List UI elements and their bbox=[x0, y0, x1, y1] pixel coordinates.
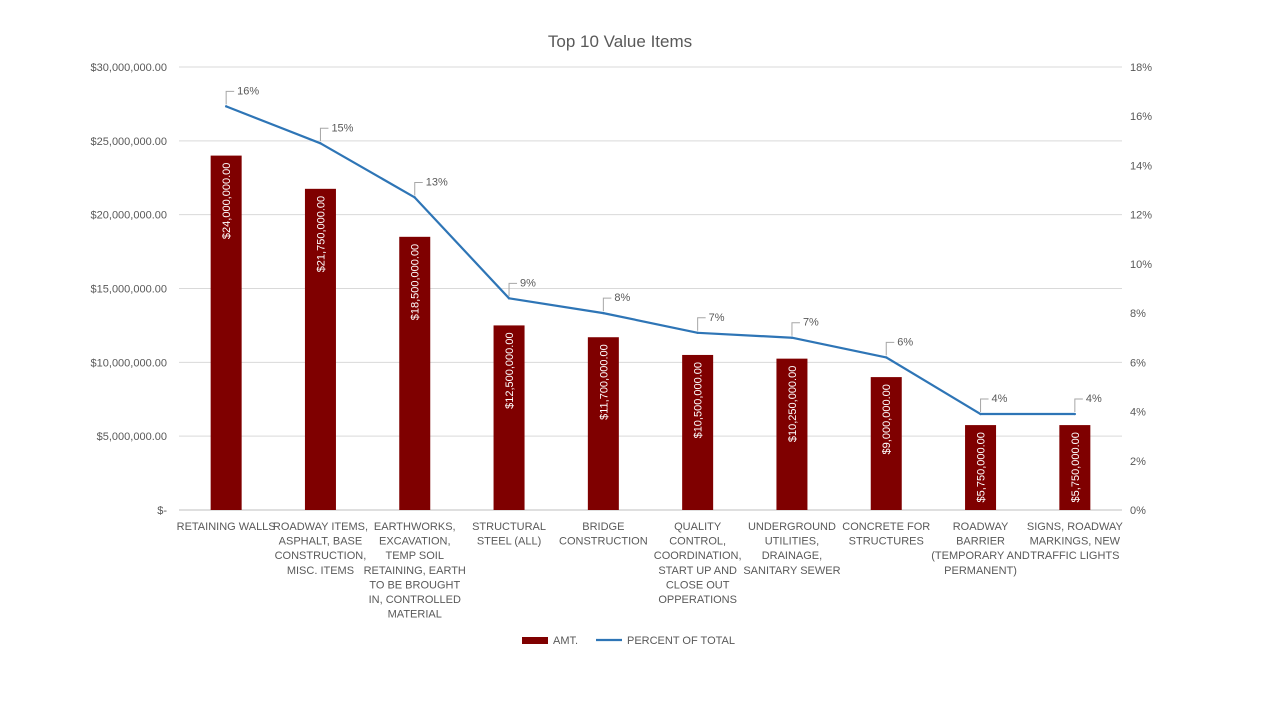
y-right-tick-label: 4% bbox=[1130, 407, 1146, 419]
line-data-label: 13% bbox=[426, 176, 448, 188]
y-left-tick-label: $30,000,000.00 bbox=[91, 62, 167, 74]
gridlines bbox=[179, 66, 1122, 511]
bar bbox=[870, 377, 902, 510]
bar-data-label: $5,750,000.00 bbox=[976, 432, 988, 502]
x-tick-label: SIGNS, ROADWAY MARKINGS, NEW TRAFFIC LIGHT… bbox=[1027, 521, 1124, 562]
bar-data-label: $9,000,000.00 bbox=[881, 384, 893, 454]
y-left-tick-label: $10,000,000.00 bbox=[91, 357, 167, 369]
bar bbox=[965, 425, 997, 510]
y-right-tick-label: 6% bbox=[1130, 357, 1146, 369]
line-point bbox=[1073, 412, 1077, 416]
y-left-tick-label: $- bbox=[157, 505, 167, 517]
leader-line bbox=[414, 181, 423, 196]
legend-swatch-amt bbox=[522, 637, 548, 644]
y-right-tick-label: 10% bbox=[1130, 259, 1152, 271]
line-point bbox=[696, 331, 699, 334]
leader-line bbox=[980, 398, 989, 413]
chart-title: Top 10 Value Items bbox=[548, 32, 692, 51]
line-data-label: 4% bbox=[1086, 393, 1102, 405]
bar bbox=[399, 236, 431, 511]
bar bbox=[493, 325, 525, 510]
y-right-tick-label: 12% bbox=[1130, 210, 1152, 222]
line-point bbox=[885, 356, 888, 359]
line-data-label: 16% bbox=[237, 85, 259, 97]
y-right-tick-label: 8% bbox=[1130, 308, 1146, 320]
leader-line bbox=[697, 317, 706, 331]
y-right-tick-label: 18% bbox=[1130, 62, 1152, 74]
line-data-label: 7% bbox=[803, 317, 819, 329]
bar bbox=[1059, 425, 1091, 510]
x-tick-label: UNDERGROUND UTILITIES, DRAINAGE, SANITARY S… bbox=[743, 521, 840, 577]
y-left-tick-label: $5,000,000.00 bbox=[97, 431, 167, 443]
line-series bbox=[224, 105, 1077, 416]
leader-line bbox=[602, 297, 612, 312]
line-data-label: 15% bbox=[331, 122, 353, 134]
line-data-label: 8% bbox=[614, 292, 630, 304]
x-tick-label: QUALITY CONTROL, COORDINATION, START UP AND… bbox=[654, 521, 742, 606]
bar-data-label: $21,750,000.00 bbox=[315, 196, 327, 272]
legend-label-amt: AMT. bbox=[553, 635, 578, 647]
y-right-tick-label: 2% bbox=[1130, 456, 1146, 468]
bar-data-label: $12,500,000.00 bbox=[504, 332, 516, 408]
line-data-label: 4% bbox=[992, 393, 1008, 405]
bar bbox=[776, 358, 808, 510]
bar-data-label: $10,250,000.00 bbox=[787, 366, 799, 442]
line-point bbox=[790, 336, 794, 339]
leader-line bbox=[508, 282, 518, 297]
bar bbox=[682, 354, 714, 510]
line-point bbox=[602, 311, 605, 315]
x-tick-label: ROADWAY ITEMS, ASPHALT, BASE CONSTRUCTION,… bbox=[273, 521, 368, 577]
line-point bbox=[224, 105, 228, 108]
y-right-tick-label: 14% bbox=[1130, 160, 1152, 172]
line-point bbox=[507, 297, 511, 300]
legend-label-percent: PERCENT OF TOTAL bbox=[627, 635, 735, 647]
line-point bbox=[413, 196, 416, 199]
bar-data-label: $10,500,000.00 bbox=[693, 362, 705, 438]
line-data-label: 9% bbox=[520, 277, 536, 289]
x-tick-label: RETAINING WALLS bbox=[177, 521, 276, 533]
line-data-labels: 16% 15% 13% 9% 8% 7% 7% 6% 4% 4% bbox=[225, 85, 1102, 413]
bar-data-label: $18,500,000.00 bbox=[410, 244, 422, 320]
line-point bbox=[979, 412, 982, 416]
bar-series bbox=[210, 155, 1091, 511]
bar-data-labels: $24,000,000.00 $21,750,000.00 $18,500,000.… bbox=[221, 163, 1082, 503]
leader-line bbox=[791, 322, 800, 336]
bar-data-label: $11,700,000.00 bbox=[598, 344, 610, 420]
y-left-tick-label: $25,000,000.00 bbox=[91, 136, 167, 148]
x-tick-label: ROADWAY BARRIER (TEMPORARY AND PERMANENT) bbox=[931, 521, 1030, 577]
y-left-tick-label: $15,000,000.00 bbox=[91, 284, 167, 296]
x-tick-label: CONCRETE FOR STRUCTURES bbox=[842, 521, 930, 548]
bar-data-label: $5,750,000.00 bbox=[1070, 432, 1082, 502]
bar bbox=[587, 337, 619, 510]
line-data-label: 6% bbox=[897, 336, 913, 348]
y-axis-right: 0% 2% 4% 6% 8% 10% 12% 14% 16% 18% bbox=[1130, 62, 1152, 517]
x-tick-label: EARTHWORKS, EXCAVATION, TEMP SOIL RETAINING… bbox=[364, 521, 466, 621]
leader-line bbox=[319, 127, 329, 142]
y-axis-left: $- $5,000,000.00 $10,000,000.00 $15,000,000… bbox=[91, 62, 168, 517]
x-tick-label: BRIDGE CONSTRUCTION bbox=[559, 521, 648, 548]
leader-line bbox=[225, 90, 235, 105]
y-left-tick-label: $20,000,000.00 bbox=[91, 210, 167, 222]
y-right-tick-label: 16% bbox=[1130, 111, 1152, 123]
y-right-tick-label: 0% bbox=[1130, 505, 1146, 517]
bar bbox=[210, 155, 242, 510]
legend: AMT. PERCENT OF TOTAL bbox=[522, 635, 735, 647]
leader-line bbox=[1074, 398, 1083, 413]
bar-data-label: $24,000,000.00 bbox=[221, 163, 233, 239]
x-tick-label: STRUCTURAL STEEL (ALL) bbox=[472, 521, 546, 548]
bar bbox=[304, 188, 336, 510]
leader-line bbox=[885, 341, 895, 356]
line-data-label: 7% bbox=[709, 312, 725, 324]
line-point bbox=[319, 142, 322, 145]
percent-line bbox=[225, 105, 1075, 416]
